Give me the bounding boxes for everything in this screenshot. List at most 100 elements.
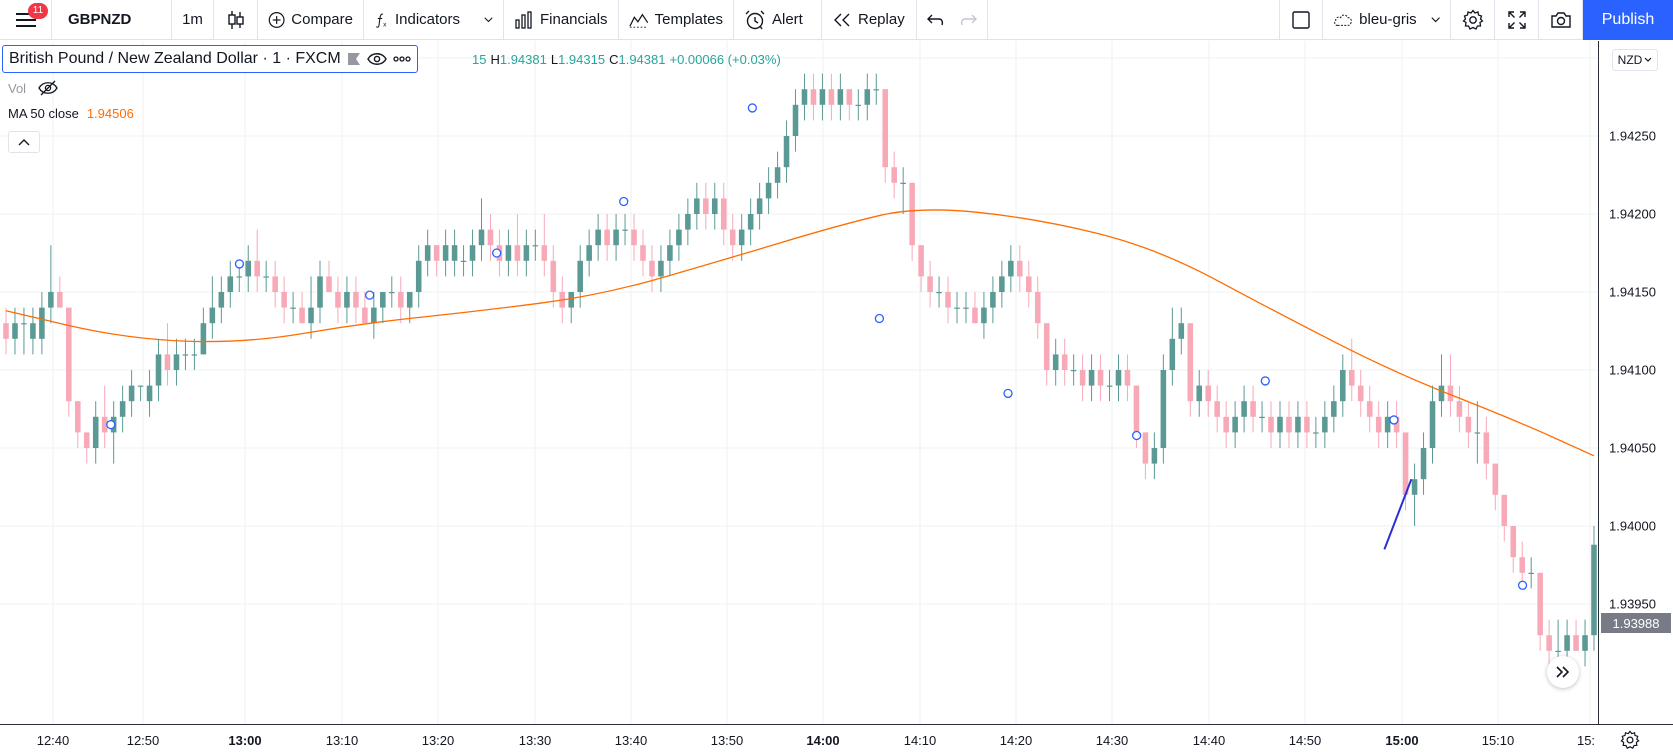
price-scale[interactable]: NZD 1.94250 1.94200 1.94150 1.94100 1.94050 1… — [1598, 41, 1673, 725]
candle — [1250, 385, 1256, 433]
eye-icon[interactable] — [366, 52, 387, 66]
more-icon[interactable] — [393, 56, 411, 62]
candle — [667, 229, 673, 277]
undo-icon[interactable] — [927, 13, 945, 27]
candle-body — [541, 245, 548, 261]
candle-body — [1304, 416, 1310, 433]
financials-button[interactable]: Financials — [504, 0, 619, 40]
candle-body — [918, 245, 924, 277]
candle — [326, 260, 332, 292]
collapse-legend-button[interactable] — [8, 131, 40, 153]
interval-button[interactable]: 1m — [172, 0, 214, 40]
chart-canvas[interactable] — [0, 41, 1598, 724]
scroll-to-realtime-button[interactable] — [1547, 656, 1579, 688]
price-tick-label: 1.94200 — [1609, 206, 1656, 222]
candle-body — [48, 292, 54, 308]
candle-body — [335, 292, 341, 308]
volume-legend[interactable]: Vol — [8, 80, 58, 96]
candle — [703, 182, 709, 230]
candle-body — [1519, 557, 1526, 573]
event-marker — [1260, 376, 1270, 386]
replay-button[interactable]: Replay — [822, 0, 917, 40]
double-chevron-right-icon — [1556, 666, 1570, 678]
candle — [272, 260, 278, 308]
candle — [1151, 432, 1158, 480]
candle-body — [990, 292, 996, 308]
candle-body — [1286, 416, 1292, 433]
candle-body — [756, 198, 763, 214]
candle-body — [1331, 401, 1337, 417]
notification-badge: 11 — [28, 2, 48, 19]
candle-body — [864, 89, 871, 105]
candle-body — [568, 292, 575, 308]
candle-body — [1474, 432, 1481, 434]
candle — [810, 73, 817, 121]
candle — [1160, 354, 1167, 464]
candle-body — [155, 354, 162, 386]
candle-body — [685, 214, 691, 230]
symbol-search-button[interactable]: GBPNZD — [52, 0, 172, 40]
candle — [263, 260, 269, 292]
candle — [640, 229, 646, 277]
event-marker — [492, 248, 502, 258]
flag-icon[interactable] — [347, 52, 361, 66]
candle-body — [1008, 260, 1014, 277]
event-marker — [1132, 430, 1142, 441]
candles — [3, 73, 1597, 667]
candle — [3, 307, 9, 355]
chart-type-button[interactable] — [214, 0, 258, 40]
ma-legend[interactable]: MA 50 close 1.94506 — [8, 106, 134, 121]
candle-body — [344, 292, 350, 308]
compare-button[interactable]: Compare — [258, 0, 364, 40]
candle — [200, 307, 207, 355]
camera-icon — [1550, 11, 1571, 28]
candle-body — [1241, 401, 1247, 417]
candle-body — [1555, 650, 1561, 652]
snapshot-button[interactable] — [1539, 0, 1583, 40]
candle-body — [1097, 370, 1104, 386]
candle — [39, 292, 45, 355]
time-scale[interactable]: 12:40 12:50 13:00 13:10 13:20 13:30 13:40 13:50… — [0, 724, 1673, 754]
candle-body — [738, 229, 745, 246]
select-layout-button[interactable] — [1279, 0, 1323, 40]
candle — [335, 276, 341, 324]
candle — [30, 307, 36, 355]
candle-body — [1214, 401, 1220, 417]
candle-body — [173, 354, 180, 370]
low-key: L — [550, 52, 559, 67]
indicators-button[interactable]: x Indicators — [364, 0, 504, 40]
rewind-icon — [834, 13, 850, 26]
symbol-label: GBPNZD — [68, 11, 132, 28]
alert-button[interactable]: Alert — [734, 0, 822, 40]
publish-button[interactable]: Publish — [1583, 0, 1673, 40]
candle — [442, 229, 449, 277]
settings-button[interactable] — [1451, 0, 1495, 40]
candle — [1196, 370, 1203, 417]
fullscreen-button[interactable] — [1495, 0, 1539, 40]
redo-icon[interactable] — [959, 13, 977, 27]
candle-body — [729, 229, 736, 246]
candle — [1286, 401, 1292, 448]
replay-label: Replay — [858, 11, 905, 28]
scale-settings-button[interactable] — [1620, 730, 1640, 754]
candle-body — [66, 307, 72, 402]
candle-body — [1501, 494, 1508, 526]
main-menu-button[interactable]: 11 — [0, 0, 52, 40]
candle-body — [1196, 385, 1203, 402]
candle — [720, 182, 727, 246]
templates-button[interactable]: Templates — [619, 0, 734, 40]
currency-button[interactable]: NZD — [1612, 49, 1658, 71]
candle — [245, 245, 252, 292]
eye-hidden-icon[interactable] — [38, 80, 58, 96]
candle — [1008, 245, 1014, 292]
candle — [1205, 370, 1211, 417]
candle — [1546, 619, 1552, 667]
candle — [828, 73, 835, 121]
candle-body — [532, 245, 539, 247]
symbol-legend[interactable]: British Pound / New Zealand Dollar · 1 ·… — [2, 45, 418, 73]
candle-body — [218, 292, 225, 308]
layout-name-button[interactable]: bleu-gris — [1323, 0, 1451, 40]
candle-body — [397, 292, 404, 308]
candle-body — [406, 292, 413, 308]
candle — [1070, 354, 1077, 386]
